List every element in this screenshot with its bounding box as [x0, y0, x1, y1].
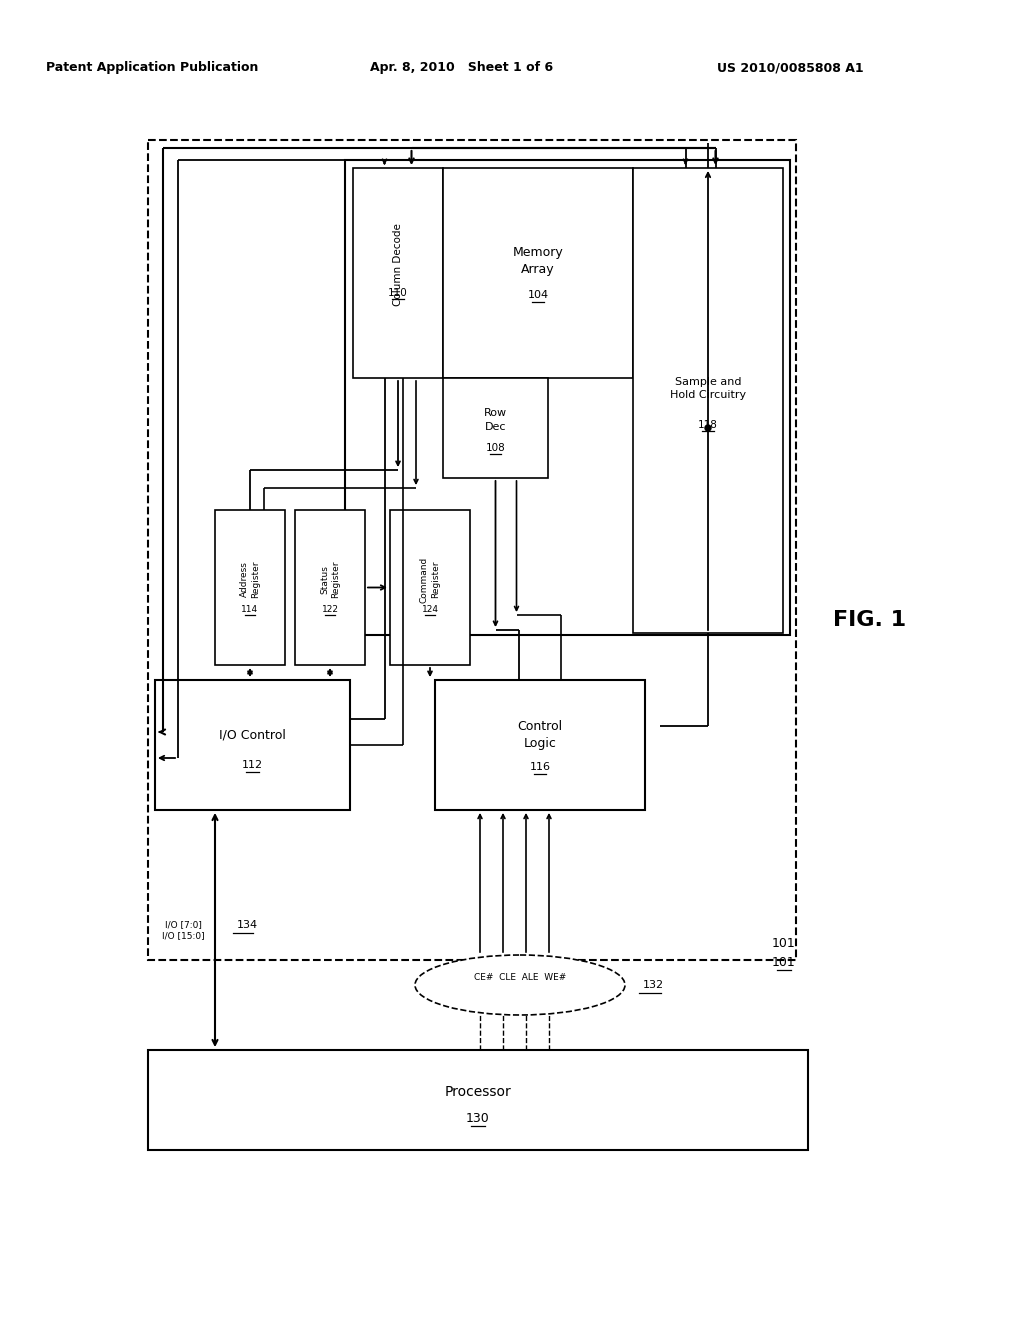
- Bar: [633, 168, 783, 634]
- Text: 112: 112: [242, 760, 263, 770]
- Text: 104: 104: [527, 290, 549, 300]
- Text: CE#  CLE  ALE  WE#: CE# CLE ALE WE#: [474, 973, 566, 982]
- Text: Processor: Processor: [444, 1085, 511, 1100]
- Text: 130: 130: [466, 1111, 489, 1125]
- Text: Patent Application Publication: Patent Application Publication: [46, 62, 258, 74]
- Text: 101: 101: [772, 937, 796, 950]
- Text: FIG. 1: FIG. 1: [834, 610, 906, 630]
- Bar: [390, 510, 470, 665]
- Text: Memory
Array: Memory Array: [513, 246, 563, 276]
- Text: 132: 132: [643, 979, 665, 990]
- Text: 124: 124: [422, 605, 438, 614]
- Text: Command
Register: Command Register: [420, 556, 440, 603]
- Bar: [155, 680, 350, 810]
- Text: 122: 122: [322, 605, 339, 614]
- Text: I/O Control: I/O Control: [219, 729, 286, 742]
- Bar: [148, 140, 796, 960]
- Text: Sample and
Hold Circuitry: Sample and Hold Circuitry: [670, 378, 746, 400]
- Text: Column Decode: Column Decode: [393, 223, 403, 306]
- Ellipse shape: [415, 954, 625, 1015]
- Bar: [443, 378, 548, 478]
- Bar: [443, 168, 633, 378]
- Text: Row
Dec: Row Dec: [484, 408, 507, 432]
- Text: I/O [7:0]
I/O [15:0]: I/O [7:0] I/O [15:0]: [162, 920, 205, 940]
- Bar: [353, 168, 443, 378]
- Text: Address
Register: Address Register: [240, 561, 260, 598]
- Text: 108: 108: [485, 444, 506, 453]
- Bar: [148, 1049, 808, 1150]
- Text: Apr. 8, 2010   Sheet 1 of 6: Apr. 8, 2010 Sheet 1 of 6: [371, 62, 554, 74]
- Text: 116: 116: [529, 762, 551, 772]
- Bar: [295, 510, 365, 665]
- Bar: [435, 680, 645, 810]
- Circle shape: [705, 425, 711, 432]
- Bar: [215, 510, 285, 665]
- Text: 114: 114: [242, 605, 259, 614]
- Text: 101: 101: [772, 956, 796, 969]
- Text: Control
Logic: Control Logic: [517, 719, 562, 750]
- Text: 110: 110: [388, 288, 408, 298]
- Text: US 2010/0085808 A1: US 2010/0085808 A1: [717, 62, 863, 74]
- Text: 134: 134: [237, 920, 258, 931]
- Bar: [345, 160, 790, 635]
- Text: Status
Register: Status Register: [319, 561, 340, 598]
- Text: 118: 118: [698, 420, 718, 429]
